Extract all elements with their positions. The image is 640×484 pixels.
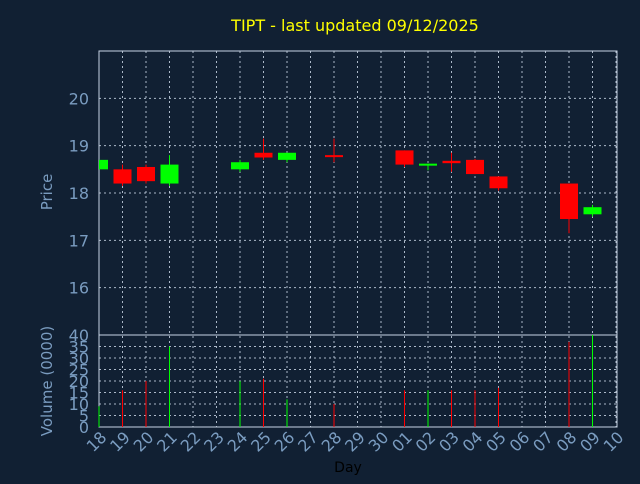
volume-tick-label: 5 <box>79 407 89 426</box>
price-axis-label: Price <box>38 174 56 211</box>
candle-body <box>419 163 437 166</box>
volume-tick-label: 25 <box>69 361 89 380</box>
candle-body <box>583 207 602 215</box>
volume-tick-label: 35 <box>69 338 89 357</box>
candle-body <box>231 162 249 170</box>
x-axis-label: Day <box>334 460 362 476</box>
price-tick-label: 19 <box>69 137 89 156</box>
x-tick-label: 10 <box>600 428 628 456</box>
volume-tick-label: 15 <box>69 384 89 403</box>
candle-body <box>442 160 461 164</box>
volume-panel-frame <box>98 334 618 428</box>
candle-body <box>254 152 273 158</box>
candle-body <box>466 159 484 175</box>
candle-body <box>278 152 296 160</box>
price-tick-label: 18 <box>69 184 89 203</box>
price-tick-label: 20 <box>69 89 89 108</box>
volume-tick-label: 10 <box>69 395 89 414</box>
candle-body <box>160 164 179 184</box>
price-tick-label: 16 <box>69 279 89 298</box>
price-tick-label: 17 <box>69 231 89 250</box>
candle-body <box>489 176 508 189</box>
volume-tick-label: 0 <box>79 418 89 437</box>
candle-body <box>560 183 578 220</box>
chart-title: TIPT - last updated 09/12/2025 <box>230 16 479 35</box>
volume-axis-label: Volume (0000) <box>38 326 56 436</box>
candle-body <box>99 159 108 170</box>
volume-tick-label: 20 <box>69 372 89 391</box>
candle-body <box>137 166 155 182</box>
volume-tick-label: 30 <box>69 349 89 368</box>
candle-body <box>325 155 343 158</box>
volume-tick-label: 40 <box>69 326 89 345</box>
candle-body <box>395 150 414 165</box>
candle-body <box>113 169 132 184</box>
